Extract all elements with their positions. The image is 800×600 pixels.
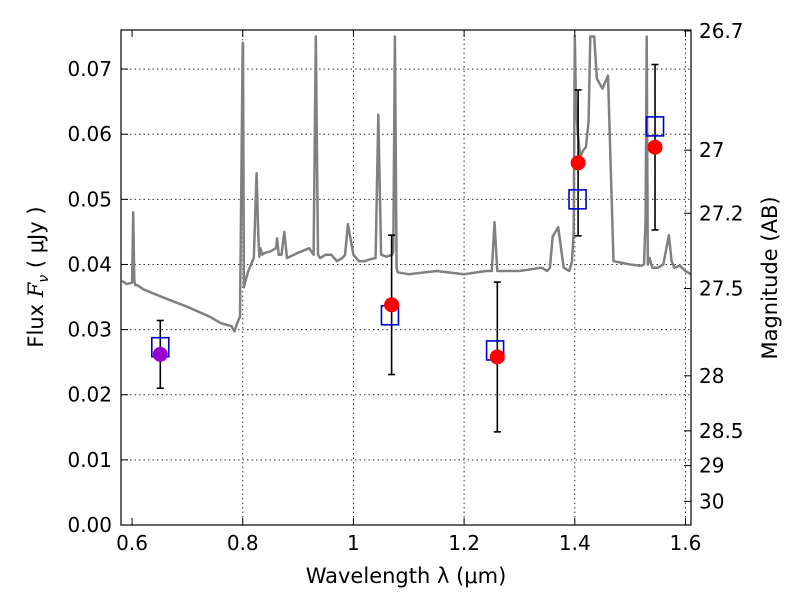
y-tick-label: 0.06: [67, 122, 112, 146]
y-tick-label: 0.07: [67, 57, 112, 81]
y-tick-label: 0.05: [67, 187, 112, 211]
magnitude-tick-label: 27.5: [699, 277, 744, 301]
y-axis-label-suffix: ( μJy ): [24, 206, 48, 274]
magnitude-axis-label: Magnitude (AB): [758, 196, 782, 359]
x-axis-ticks: 0.6 0.8 1 1.2 1.4 1.6: [116, 30, 701, 555]
model-photometry-layer: [150, 116, 665, 361]
y-axis-label-prefix: Flux: [24, 297, 48, 347]
x-tick-label: 1: [347, 531, 360, 555]
magnitude-tick-label: 27.2: [699, 201, 744, 225]
observed-photometry-layer: [152, 139, 663, 365]
x-tick-label: 1.4: [559, 531, 591, 555]
x-tick-label: 0.8: [227, 531, 259, 555]
observed-photometry-point: [384, 297, 400, 313]
model-spectrum-line: [121, 35, 691, 333]
magnitude-tick-label: 30: [699, 489, 724, 513]
y-axis-label-symbol: F: [24, 281, 48, 298]
magnitude-tick-label: 28.5: [699, 419, 744, 443]
y-tick-label: 0.03: [67, 318, 112, 342]
observed-photometry-point: [570, 155, 586, 171]
y-axis-label: Flux Fν ( μJy ): [24, 206, 52, 347]
magnitude-tick-label: 26.7: [699, 19, 744, 43]
model-photometry-square: [645, 116, 665, 137]
plot-frame: [120, 29, 692, 526]
observed-photometry-point: [152, 346, 168, 362]
observed-photometry-point: [647, 139, 663, 155]
magnitude-tick-label: 28: [699, 364, 724, 388]
y-tick-label: 0.01: [67, 448, 112, 472]
x-tick-label: 1.6: [670, 531, 702, 555]
errorbar-layer: [156, 63, 659, 433]
y-axis-label-subscript: ν: [36, 275, 52, 283]
y-tick-label: 0.02: [67, 383, 112, 407]
magnitude-tick-label: 29: [699, 454, 724, 478]
observed-photometry-point: [489, 349, 505, 365]
x-axis-label: Wavelength λ (μm): [306, 564, 507, 588]
x-tick-label: 0.6: [116, 531, 148, 555]
y-tick-label: 0.04: [67, 252, 112, 276]
x-tick-label: 1.2: [448, 531, 480, 555]
grid: [121, 30, 691, 525]
magnitude-tick-label: 27: [699, 138, 724, 162]
y-tick-label: 0.00: [67, 513, 112, 537]
model-photometry-square: [568, 189, 587, 210]
model-spectrum-layer: [121, 35, 691, 333]
magnitude-axis-ticks: 26.7 27 27.2 27.5 28 28.5 29 30: [684, 19, 744, 513]
y-axis-ticks: 0.00 0.01 0.02 0.03 0.04 0.05 0.06 0.07: [67, 57, 128, 537]
